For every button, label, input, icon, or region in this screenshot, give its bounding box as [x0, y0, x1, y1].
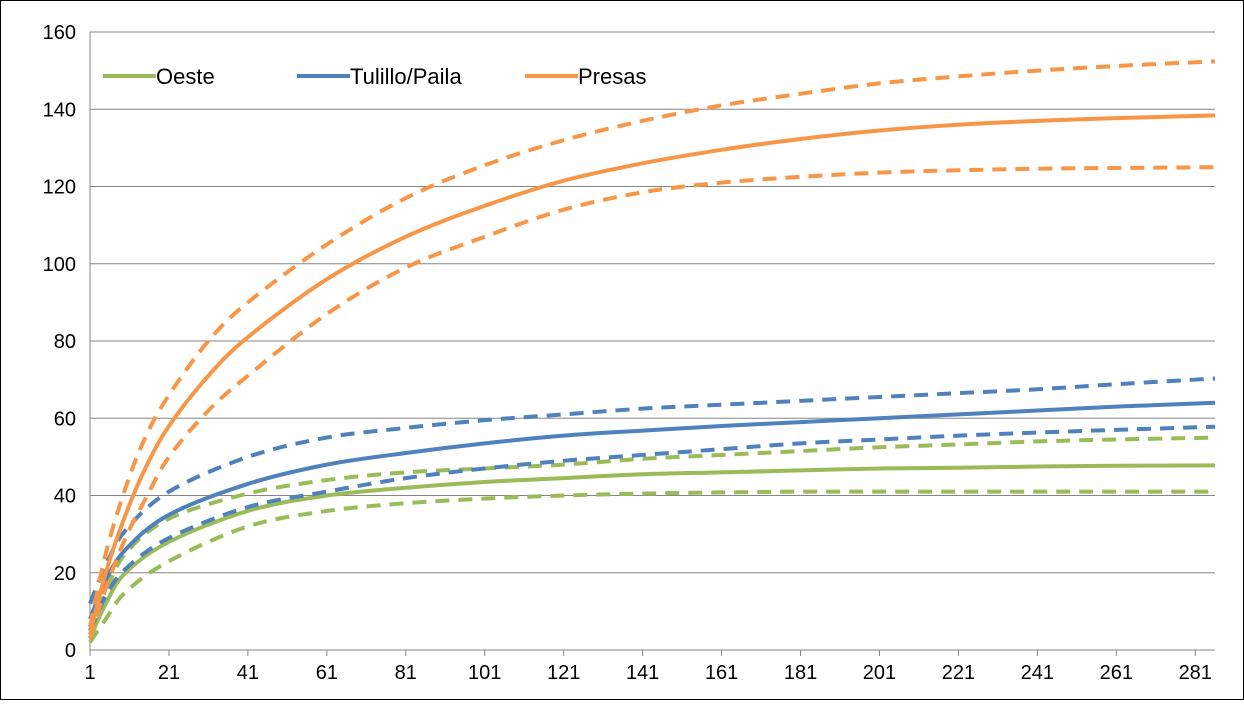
y-tick-label: 80	[54, 331, 76, 353]
legend: Oeste Tulillo/Paila Presas	[103, 64, 646, 89]
x-tick-label: 141	[626, 662, 659, 684]
y-tick-label: 100	[43, 254, 76, 276]
y-tick-label: 60	[54, 408, 76, 430]
legend-label-oeste: Oeste	[156, 64, 215, 89]
x-tick-label: 261	[1100, 662, 1133, 684]
series-line-tulillo-paila-dashed	[88, 424, 1216, 632]
x-tick-label: 61	[316, 662, 338, 684]
y-tick-label: 160	[43, 22, 76, 44]
y-tick-label: 120	[43, 177, 76, 199]
series-line-presas-dashed	[88, 165, 1216, 640]
y-tick-label: 0	[65, 640, 76, 662]
series-line-oeste-dashed	[88, 435, 1216, 632]
y-tick-label: 20	[54, 563, 76, 585]
x-tick-label: 21	[158, 662, 180, 684]
x-tick-label: 1	[84, 662, 95, 684]
x-tick-label: 101	[468, 662, 501, 684]
x-tick-label: 81	[395, 662, 417, 684]
legend-label-presas: Presas	[578, 64, 646, 89]
series-line-oeste-dashed	[88, 489, 1215, 644]
series-line-presas-solid	[88, 113, 1216, 636]
x-tick-label: 181	[784, 662, 817, 684]
x-tick-label: 161	[705, 662, 738, 684]
series-line-presas-dashed	[88, 59, 1216, 628]
x-tick-label: 241	[1021, 662, 1054, 684]
x-tick-label: 41	[237, 662, 259, 684]
grid-lines	[90, 31, 1215, 574]
series-line-tulillo-paila-dashed	[88, 376, 1216, 605]
y-tick-label: 140	[43, 99, 76, 121]
series-line-oeste-solid	[88, 463, 1216, 640]
x-tick-label: 281	[1179, 662, 1212, 684]
series-line-tulillo-paila-solid	[88, 400, 1216, 620]
x-tick-label: 121	[547, 662, 580, 684]
series-lines	[88, 59, 1216, 644]
x-tick-label: 201	[863, 662, 896, 684]
legend-label-tulillo-paila: Tulillo/Paila	[350, 64, 462, 89]
x-tick-label: 221	[942, 662, 975, 684]
y-tick-label: 40	[54, 486, 76, 508]
